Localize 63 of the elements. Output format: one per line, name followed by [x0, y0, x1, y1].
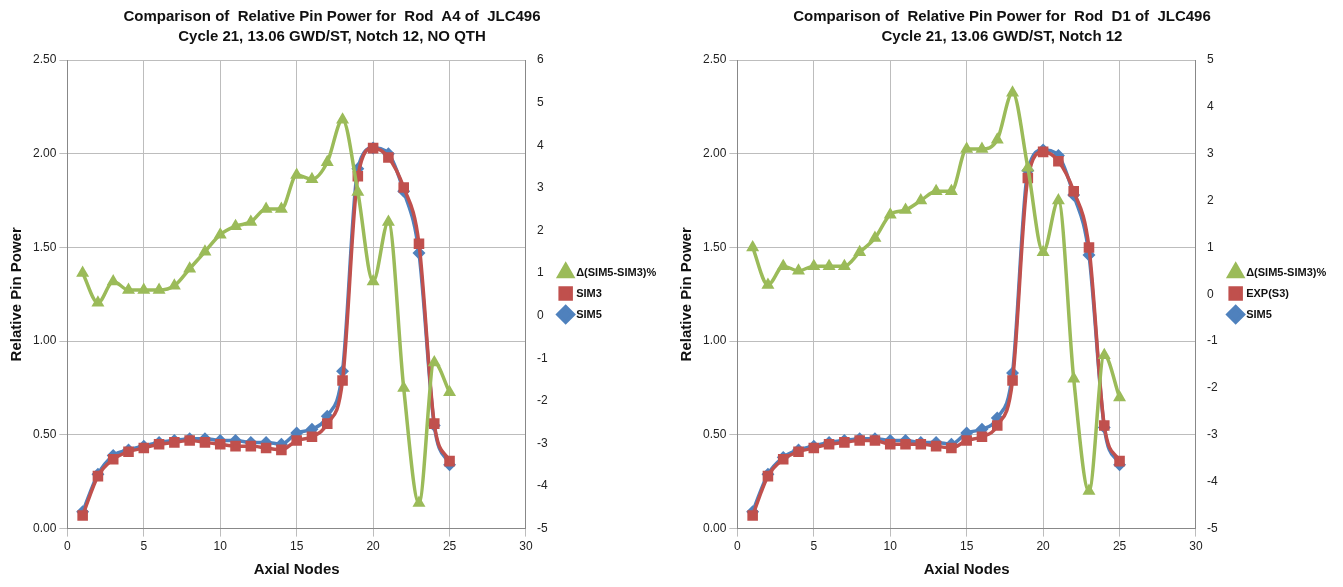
y2-tick-label: -3 — [1207, 427, 1218, 442]
y-tick-label: 2.00 — [703, 146, 727, 161]
x-axis-title: Axial Nodes — [923, 560, 1010, 578]
y2-tick-label: -5 — [537, 520, 548, 535]
chart-subtitle: Cycle 21, 13.06 GWD/ST, Notch 12, NO QTH — [178, 27, 486, 45]
x-tick-label: 30 — [519, 539, 533, 554]
y2-tick-label: -4 — [1207, 474, 1218, 489]
y2-tick-label: -2 — [1207, 380, 1218, 395]
y-tick-label: 1.50 — [703, 239, 727, 254]
legend-label: Δ(SIM5-SIM3)% — [576, 265, 657, 278]
y2-tick-label: 0 — [1207, 286, 1214, 301]
y-tick-label: 2.00 — [33, 146, 57, 161]
legend-label: EXP(S3) — [1246, 286, 1290, 299]
y2-tick-label: -1 — [1207, 333, 1218, 348]
x-tick-label: 0 — [734, 539, 742, 554]
y-axis-title: Relative Pin Power — [7, 227, 25, 362]
y-tick-label: 2.50 — [703, 52, 727, 67]
y-tick-label: 2.50 — [33, 52, 57, 67]
x-tick-label: 5 — [810, 539, 818, 554]
x-tick-label: 25 — [1112, 539, 1127, 554]
x-tick-label: 0 — [64, 539, 72, 554]
y2-tick-label: 1 — [537, 265, 544, 280]
legend-label: SIM5 — [576, 307, 602, 320]
y2-tick-label: 5 — [1207, 52, 1214, 67]
y2-tick-label: 5 — [537, 94, 544, 109]
y2-tick-label: -1 — [537, 350, 548, 365]
legend-label: Δ(SIM5-SIM3)% — [1246, 265, 1327, 278]
y2-tick-label: 4 — [1207, 99, 1214, 114]
y-tick-label: 0.50 — [33, 427, 57, 442]
x-tick-label: 5 — [140, 539, 148, 554]
y-axis-title: Relative Pin Power — [677, 227, 695, 362]
legend-label: SIM5 — [1246, 307, 1272, 320]
y2-tick-label: 2 — [537, 222, 544, 237]
y-tick-label: 0.00 — [33, 520, 57, 535]
y-tick-label: 1.00 — [33, 333, 57, 348]
y2-tick-label: 6 — [537, 52, 544, 67]
x-tick-label: 15 — [290, 539, 304, 554]
y2-tick-label: 2 — [1207, 192, 1214, 207]
y2-tick-label: -4 — [537, 478, 548, 493]
legend-label: SIM3 — [576, 286, 602, 299]
chart-subtitle: Cycle 21, 13.06 GWD/ST, Notch 12 — [881, 27, 1123, 45]
x-tick-label: 10 — [883, 539, 898, 554]
chart-title: Comparison of Relative Pin Power for Rod D1 of JLC496 — [793, 7, 1211, 25]
y-tick-label: 1.00 — [703, 333, 727, 348]
y2-tick-label: 0 — [537, 307, 544, 322]
y-tick-label: 0.50 — [703, 427, 727, 442]
y2-tick-label: 4 — [537, 137, 544, 152]
x-tick-label: 10 — [213, 539, 228, 554]
x-axis-title: Axial Nodes — [253, 560, 340, 578]
x-tick-label: 25 — [442, 539, 457, 554]
x-tick-label: 15 — [960, 539, 974, 554]
y-tick-label: 1.50 — [33, 239, 57, 254]
y2-tick-label: -2 — [537, 393, 548, 408]
y2-tick-label: 3 — [537, 180, 544, 195]
y2-tick-label: -5 — [1207, 520, 1218, 535]
x-tick-label: 20 — [1036, 539, 1051, 554]
chart-title: Comparison of Relative Pin Power for Rod A4 of JLC496 — [123, 7, 541, 25]
y2-tick-label: -3 — [537, 435, 548, 450]
x-tick-label: 20 — [366, 539, 381, 554]
y-tick-label: 0.00 — [703, 520, 727, 535]
x-tick-label: 30 — [1189, 539, 1203, 554]
y2-tick-label: 3 — [1207, 146, 1214, 161]
y2-tick-label: 1 — [1207, 239, 1214, 254]
